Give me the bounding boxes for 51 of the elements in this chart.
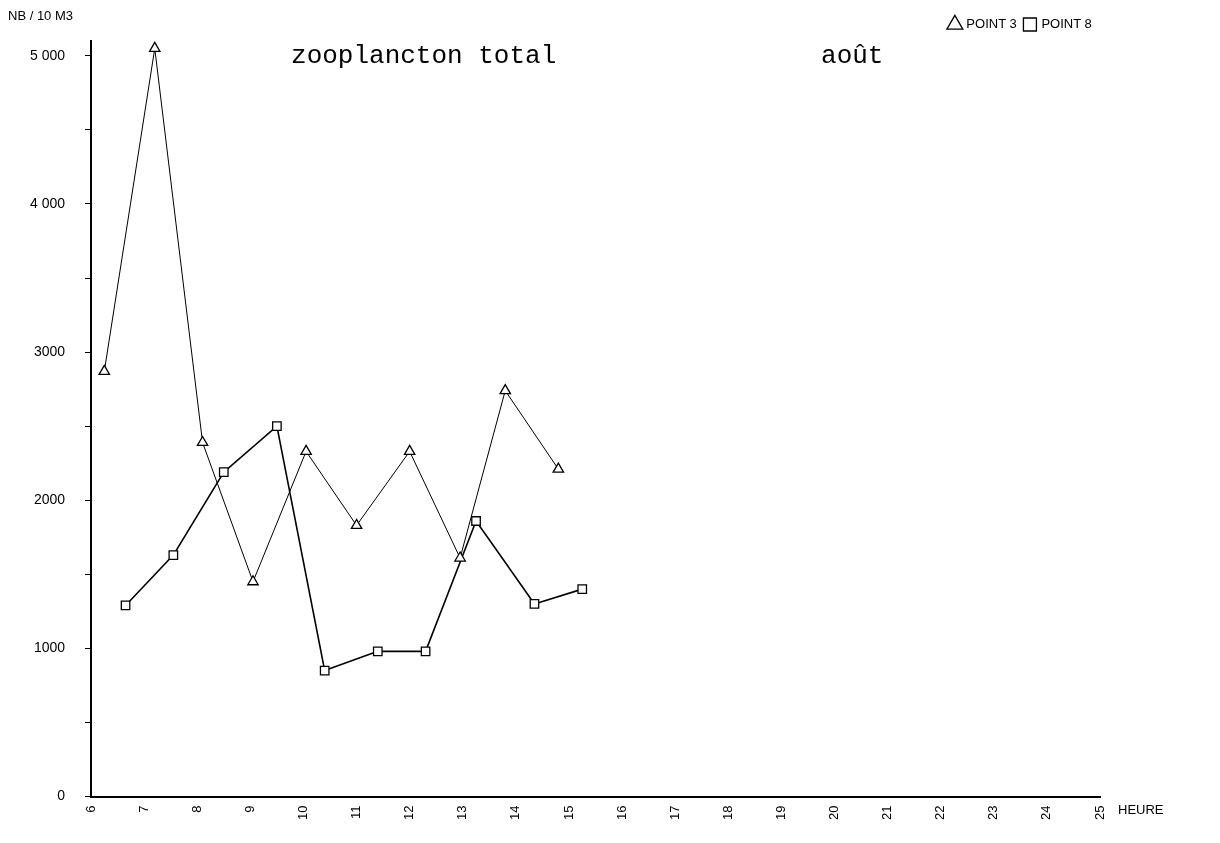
x-tick-label: 25 [1091, 805, 1107, 821]
x-tick-label: 9 [241, 805, 257, 813]
point [168, 550, 179, 560]
y-tick-label: 2000 [33, 491, 66, 508]
point [98, 364, 111, 376]
x-tick-label: 8 [188, 805, 204, 813]
y-tick-label: 3000 [33, 342, 66, 359]
x-axis-title: HEURE [1118, 802, 1164, 818]
x-tick-label: 10 [295, 805, 311, 821]
y-tick-label: 4 000 [29, 194, 66, 211]
x-tick-label: 12 [401, 805, 417, 821]
point [577, 584, 588, 595]
point [148, 41, 161, 53]
point [471, 516, 481, 526]
point [218, 467, 229, 477]
x-tick-label: 15 [560, 805, 576, 821]
x-tick-label: 24 [1038, 805, 1054, 821]
x-tick-label: 21 [879, 805, 895, 821]
point [300, 444, 312, 456]
point [552, 462, 565, 473]
x-tick-label: 23 [985, 805, 1001, 821]
point [499, 383, 512, 395]
x-tick-label: 16 [613, 805, 629, 821]
point [372, 646, 383, 657]
point [529, 599, 540, 609]
point [454, 551, 466, 562]
y-tick-label: 5 000 [29, 46, 66, 63]
point [420, 646, 431, 657]
chart-title: zooplancton total [291, 40, 557, 71]
x-tick-label: 18 [719, 805, 735, 821]
x-tick-label: 17 [666, 805, 682, 821]
point [403, 444, 416, 456]
x-tick-label: 13 [454, 805, 470, 821]
x-tick-label: 14 [507, 805, 523, 821]
y-axis-title: NB / 10 M3 [8, 8, 74, 24]
point [196, 435, 209, 447]
x-tick-label: 7 [135, 805, 151, 813]
point [247, 575, 259, 586]
y-tick-label: 0 [57, 787, 66, 804]
legend-label: POINT 8 [1041, 16, 1092, 32]
x-tick-label: 20 [826, 805, 842, 821]
x-tick-label: 22 [932, 805, 948, 821]
point [350, 518, 363, 530]
y-tick-label: 1000 [33, 639, 66, 656]
x-tick-label: 11 [348, 805, 364, 820]
point [319, 665, 330, 676]
x-tick-label: 6 [82, 805, 98, 813]
annotation: août [821, 40, 884, 71]
legend-label: POINT 3 [966, 16, 1017, 32]
x-tick-label: 19 [772, 805, 788, 821]
point [272, 421, 282, 432]
